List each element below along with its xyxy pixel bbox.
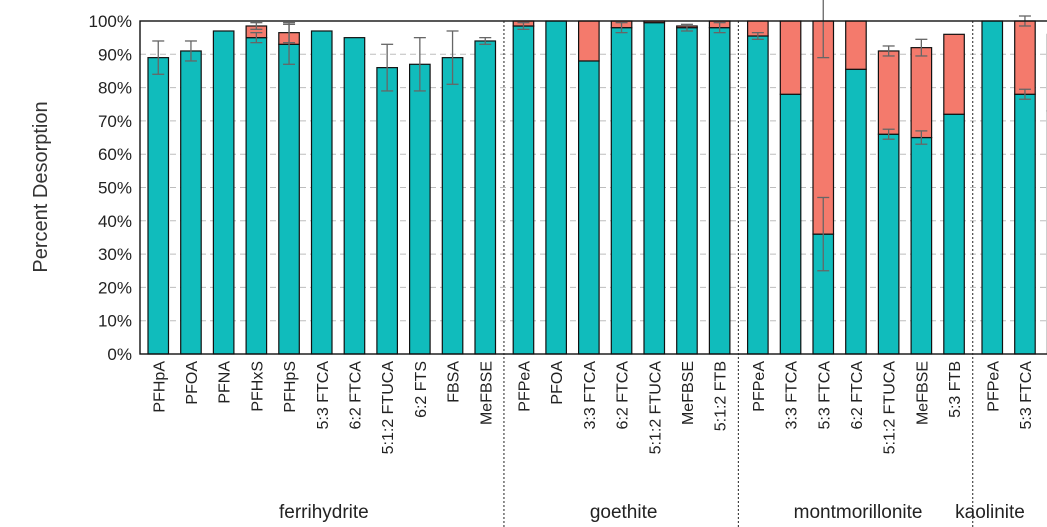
bar-segment-top — [779, 20, 802, 95]
bar-segment-base — [577, 60, 600, 355]
group-label: goethite — [590, 502, 658, 523]
x-tick-labels: PFHpA PFOA PFNA PFHxS PFHpS 5:3 FTCA 6:2 FTCA 5… — [151, 361, 1035, 455]
bar-segment-base — [545, 20, 568, 355]
bar-segment-base — [245, 37, 268, 355]
bar-segment-base — [376, 67, 398, 355]
bar-segment-base — [943, 113, 965, 355]
x-tick-label: 3:3 FTCA — [582, 361, 599, 430]
x-tick-label: 5:1:2 FTB — [713, 361, 730, 431]
x-tick-label: PFPeA — [751, 361, 768, 412]
x-tick-label: MeFBSE — [680, 361, 697, 425]
bar-segment-base — [676, 27, 698, 355]
x-tick-label: 5:1:2 FTUCA — [380, 361, 397, 455]
x-tick-label: PFPeA — [516, 361, 533, 412]
x-tick-label: 5:3 FTCA — [816, 361, 833, 430]
bar-segment-base — [1014, 93, 1036, 355]
bar-segment-base — [180, 50, 202, 355]
bar-segment-base — [910, 136, 933, 355]
bar-segment-base — [441, 57, 464, 355]
x-tick-label: 5:3 FTB — [947, 361, 964, 418]
bars — [147, 20, 1047, 355]
x-tick-label: FBSA — [446, 361, 463, 403]
bar-segment-base — [708, 27, 731, 355]
bar-segment-base — [409, 63, 431, 355]
x-tick-label: 5:3 FTCA — [1018, 361, 1035, 430]
y-tick-label: 20% — [98, 278, 132, 297]
x-tick-label: PFNA — [217, 361, 234, 404]
bar-segment-base — [746, 35, 769, 355]
group-label: ferrihydrite — [279, 502, 369, 523]
x-tick-label: MeFBSE — [478, 361, 495, 425]
x-tick-label: 6:2 FTCA — [615, 361, 632, 430]
bar-segment-top — [577, 20, 600, 62]
bar-segment-base — [981, 20, 1004, 355]
bar-segment-top — [845, 20, 867, 70]
y-tick-label: 50% — [98, 179, 132, 198]
y-tick-label: 90% — [98, 45, 132, 64]
y-tick-labels: 0% 10% 20% 30% 40% 50% 60% 70% 80% 90% 100% — [89, 12, 132, 364]
y-tick-label: 30% — [98, 245, 132, 264]
bar-segment-base — [845, 68, 867, 355]
group-labels: ferrihydrite goethite montmorillonite kaoli… — [279, 21, 1025, 527]
group-label: montmorillonite — [794, 502, 923, 523]
plot-border — [139, 20, 1047, 355]
bar-segment-base — [643, 22, 666, 355]
y-tick-label: 80% — [98, 79, 132, 98]
x-tick-label: 5:1:2 FTUCA — [882, 361, 899, 455]
y-tick-label: 40% — [98, 212, 132, 231]
bar-segment-base — [343, 37, 366, 355]
bar-segment-top — [877, 50, 900, 135]
bar-segment-base — [310, 30, 333, 355]
bar-segment-top — [943, 33, 965, 115]
x-tick-label: PFHpS — [282, 361, 299, 413]
bar-segment-base — [474, 40, 497, 355]
x-tick-label: PFOA — [549, 361, 566, 405]
y-tick-label: 100% — [89, 12, 132, 31]
x-tick-label: 6:2 FTS — [413, 361, 430, 418]
x-tick-label: 5:1:2 FTUCA — [647, 361, 664, 455]
bar-segment-base — [212, 30, 235, 355]
x-tick-label: PFHxS — [249, 361, 266, 412]
x-tick-label: 5:3 FTCA — [315, 361, 332, 430]
bar-segment-base — [512, 25, 535, 355]
x-tick-label: PFHpA — [151, 361, 168, 413]
x-tick-label: PFPeA — [985, 361, 1002, 412]
x-tick-label: 6:2 FTCA — [347, 361, 364, 430]
y-tick-label: 10% — [98, 312, 132, 331]
x-tick-label: MeFBSE — [914, 361, 931, 425]
y-axis-label: Percent Desorption — [30, 101, 52, 272]
y-tick-label: 0% — [107, 345, 132, 364]
plot-frame — [139, 20, 1047, 355]
group-label: kaolinite — [955, 502, 1025, 523]
bar-segment-base — [147, 57, 170, 355]
x-tick-label: 3:3 FTCA — [784, 361, 801, 430]
bar-segment-top — [1014, 20, 1036, 95]
y-tick-label: 60% — [98, 145, 132, 164]
x-tick-label: PFOA — [184, 361, 201, 405]
bar-segment-base — [779, 93, 802, 355]
bar-segment-base — [278, 43, 300, 355]
bar-segment-base — [877, 133, 900, 355]
bar-segment-top — [910, 47, 933, 139]
bar-segment-base — [610, 27, 633, 355]
x-tick-label: 6:2 FTCA — [849, 361, 866, 430]
y-tick-label: 70% — [98, 112, 132, 131]
